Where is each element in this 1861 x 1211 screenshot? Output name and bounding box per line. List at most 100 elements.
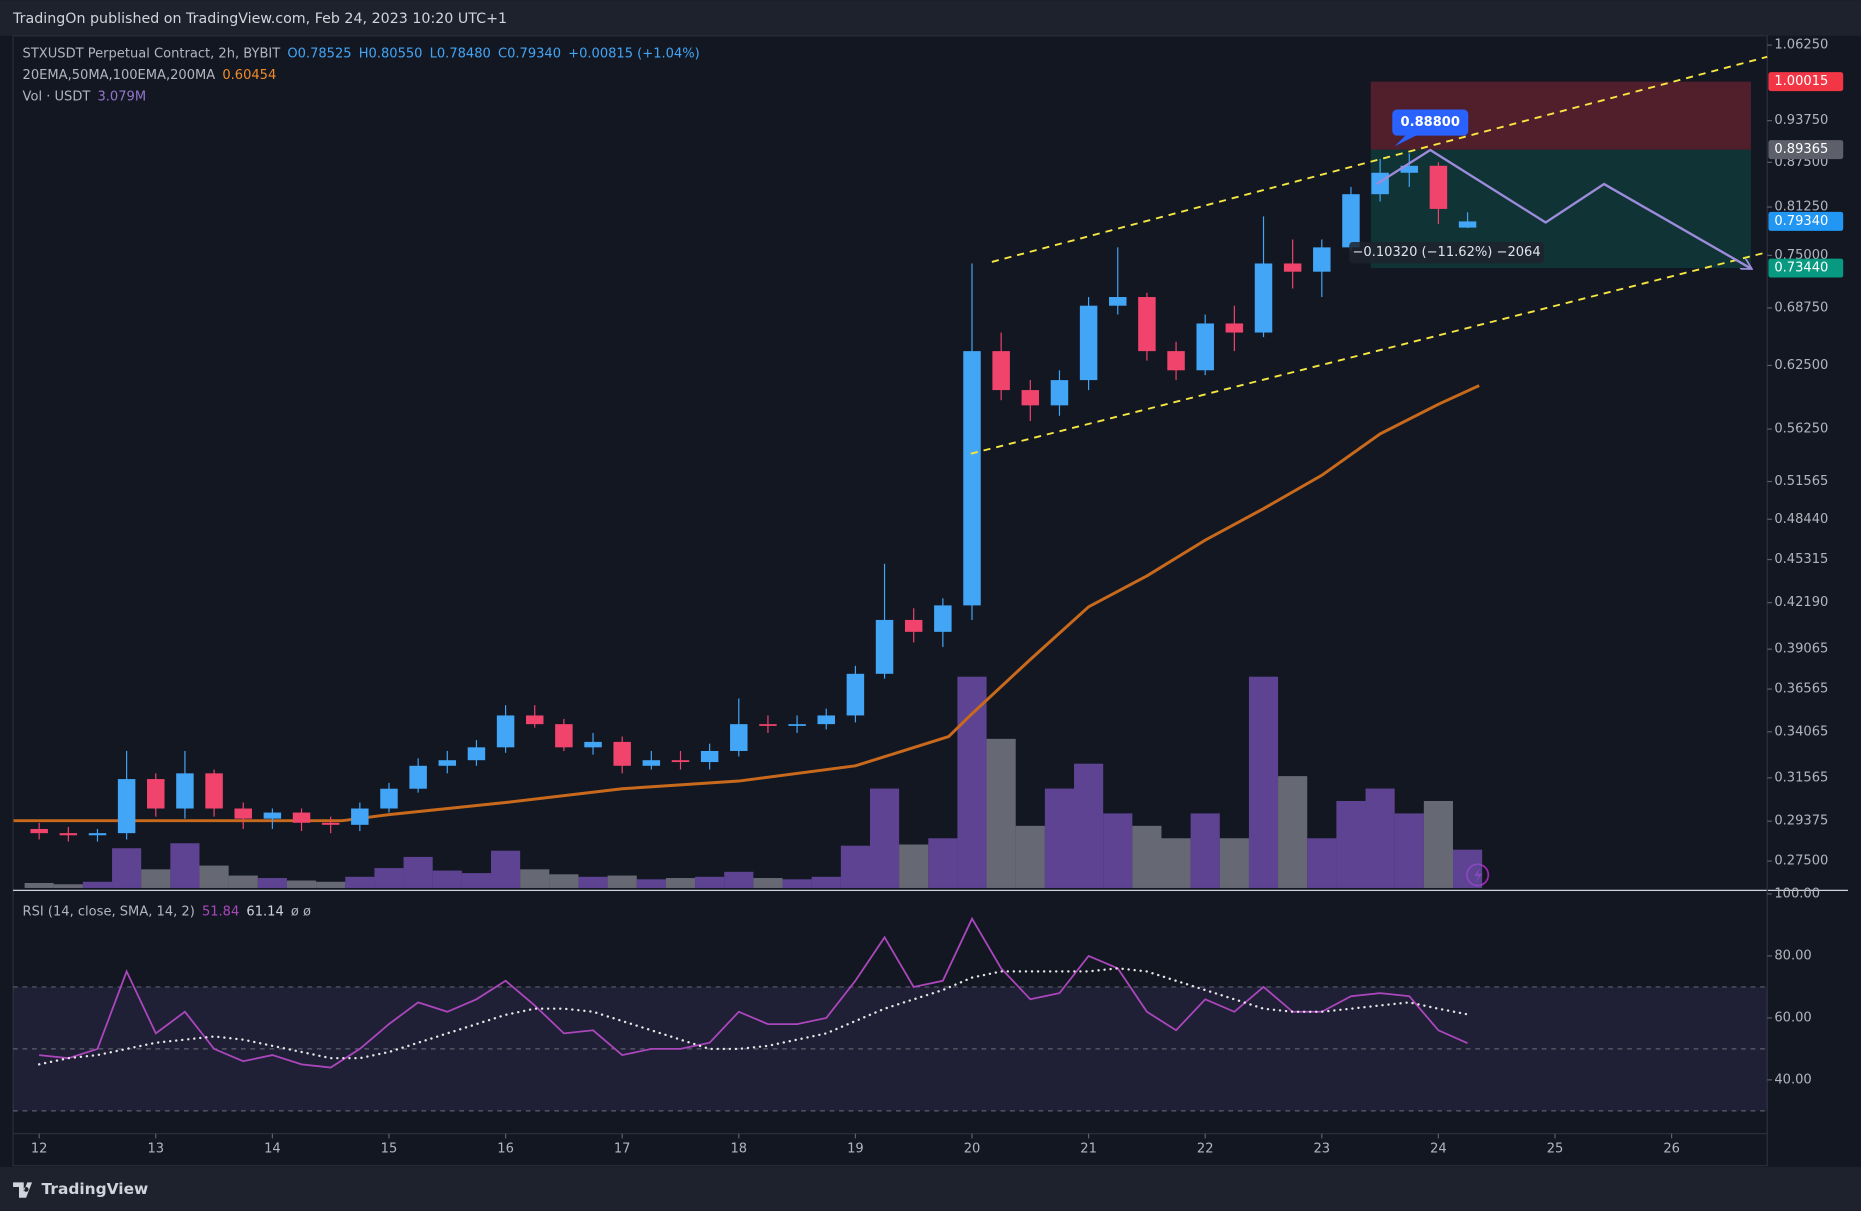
candle-body: [1400, 165, 1419, 173]
y-tick-label: 0.39065: [1774, 642, 1828, 657]
x-tick-label: 19: [847, 1142, 864, 1157]
volume-bar: [899, 844, 929, 888]
candle-body: [292, 812, 311, 823]
candle-body: [496, 715, 515, 748]
rsi-line: [39, 916, 1468, 1069]
volume-bar: [112, 848, 142, 888]
peak-bubble: [1392, 109, 1469, 136]
volume-bar: [1394, 813, 1424, 888]
candle-body: [263, 812, 282, 819]
x-tick-label: 25: [1547, 1142, 1564, 1157]
volume-bar: [53, 884, 83, 888]
price-label-box: [1768, 72, 1844, 92]
price-label: 0.73440: [1774, 261, 1828, 276]
candle-body: [1021, 390, 1040, 406]
volume-bar: [1044, 788, 1075, 888]
rsi-ma-value: 61.14: [246, 904, 283, 919]
volume-bar: [82, 881, 113, 888]
volume-bar: [869, 788, 900, 888]
brand: TradingView: [42, 1180, 149, 1198]
y-tick-label: 0.68750: [1774, 300, 1828, 315]
volume-bar: [724, 871, 754, 888]
volume-bar: [345, 876, 375, 888]
y-tick-label: 0.36565: [1774, 682, 1828, 697]
projection-path: [1376, 148, 1751, 268]
y-tick-label: 0.48440: [1774, 512, 1828, 527]
volume-bar: [811, 876, 841, 888]
volume-bar: [1132, 825, 1162, 888]
candle-body: [1371, 172, 1389, 195]
y-tick-label: 0.31565: [1774, 770, 1828, 785]
volume-bar: [1219, 838, 1249, 888]
ohlc-high: H0.80550: [359, 46, 423, 61]
candle-body: [147, 779, 165, 809]
ohlc-low: L0.78480: [430, 46, 491, 61]
volume-bar: [753, 878, 783, 888]
x-tick-label: 17: [614, 1142, 631, 1157]
volume-name: Vol · USDT: [23, 89, 91, 104]
y-tick-label: 0.56250: [1774, 422, 1828, 437]
y-tick-label: 40.00: [1774, 1072, 1811, 1087]
price-label-box: [1768, 211, 1844, 231]
y-tick-label: 0.29375: [1774, 814, 1828, 829]
candle-body: [992, 351, 1010, 391]
candle-body: [1196, 323, 1214, 371]
candle-body: [846, 673, 865, 716]
position-label: −0.10320 (−11.62%) −2064: [1352, 245, 1540, 260]
candle-body: [351, 808, 369, 825]
x-tick-label: 12: [31, 1142, 48, 1157]
candle-body: [30, 828, 48, 834]
top-bar: [0, 0, 1861, 36]
publisher: TradingOn published on TradingView.com, …: [12, 11, 507, 27]
ma-value: 0.60454: [222, 67, 276, 82]
legend-ma: 20EMA,50MA,100EMA,200MA 0.60454: [23, 67, 277, 82]
y-tick-label: 0.45315: [1774, 552, 1828, 567]
volume-bar: [1452, 849, 1483, 888]
x-tick-label: 24: [1430, 1142, 1447, 1157]
price-label-box: [1768, 140, 1844, 160]
volume-bar: [1248, 676, 1279, 888]
price-label: 1.00015: [1774, 74, 1828, 89]
rsi-empty: ø ø: [291, 904, 311, 919]
candle-body: [234, 808, 252, 819]
volume-bar: [403, 856, 433, 888]
bottom-bar: [0, 1166, 1861, 1211]
y-tick-label: 80.00: [1774, 948, 1811, 963]
y-tick-label: 100.00: [1774, 886, 1820, 901]
candle-body: [525, 715, 544, 725]
ma-name: 20EMA,50MA,100EMA,200MA: [23, 67, 216, 82]
candle-body: [759, 724, 777, 726]
volume-bar: [1074, 763, 1104, 888]
volume-bar: [1336, 800, 1366, 888]
volume-bar: [491, 850, 521, 888]
candle-body: [700, 750, 719, 763]
x-tick-label: 16: [497, 1142, 514, 1157]
candle-body: [1254, 263, 1273, 333]
symbol-title: STXUSDT Perpetual Contract, 2h, BYBIT: [23, 46, 281, 61]
volume-bar: [782, 879, 812, 888]
y-tick-label: 0.62500: [1774, 358, 1828, 373]
volume-bar: [636, 879, 666, 888]
ohlc-change: +0.00815 (+1.04%): [568, 46, 700, 61]
x-tick-label: 23: [1314, 1142, 1331, 1157]
candle-body: [642, 760, 661, 766]
legend-main: STXUSDT Perpetual Contract, 2h, BYBIT O0.…: [23, 46, 700, 61]
volume-bar: [170, 843, 200, 888]
volume-bar: [665, 878, 696, 888]
candle-body: [875, 619, 894, 674]
y-tick-label: 60.00: [1774, 1010, 1811, 1025]
volume-bar: [578, 876, 608, 888]
volume-bar: [286, 880, 317, 888]
candle-body: [467, 747, 486, 761]
price-label-box: [1768, 258, 1844, 278]
rsi-value: 51.84: [202, 904, 239, 919]
position-label-bg: [1349, 241, 1544, 264]
volume-bar: [957, 676, 987, 888]
y-tick-label: 0.42190: [1774, 595, 1828, 610]
candle-body: [1342, 194, 1360, 248]
y-tick-label: 0.93750: [1774, 113, 1828, 128]
x-tick-label: 22: [1197, 1142, 1214, 1157]
volume-bar: [1103, 813, 1133, 888]
volume-bar: [1015, 825, 1045, 888]
